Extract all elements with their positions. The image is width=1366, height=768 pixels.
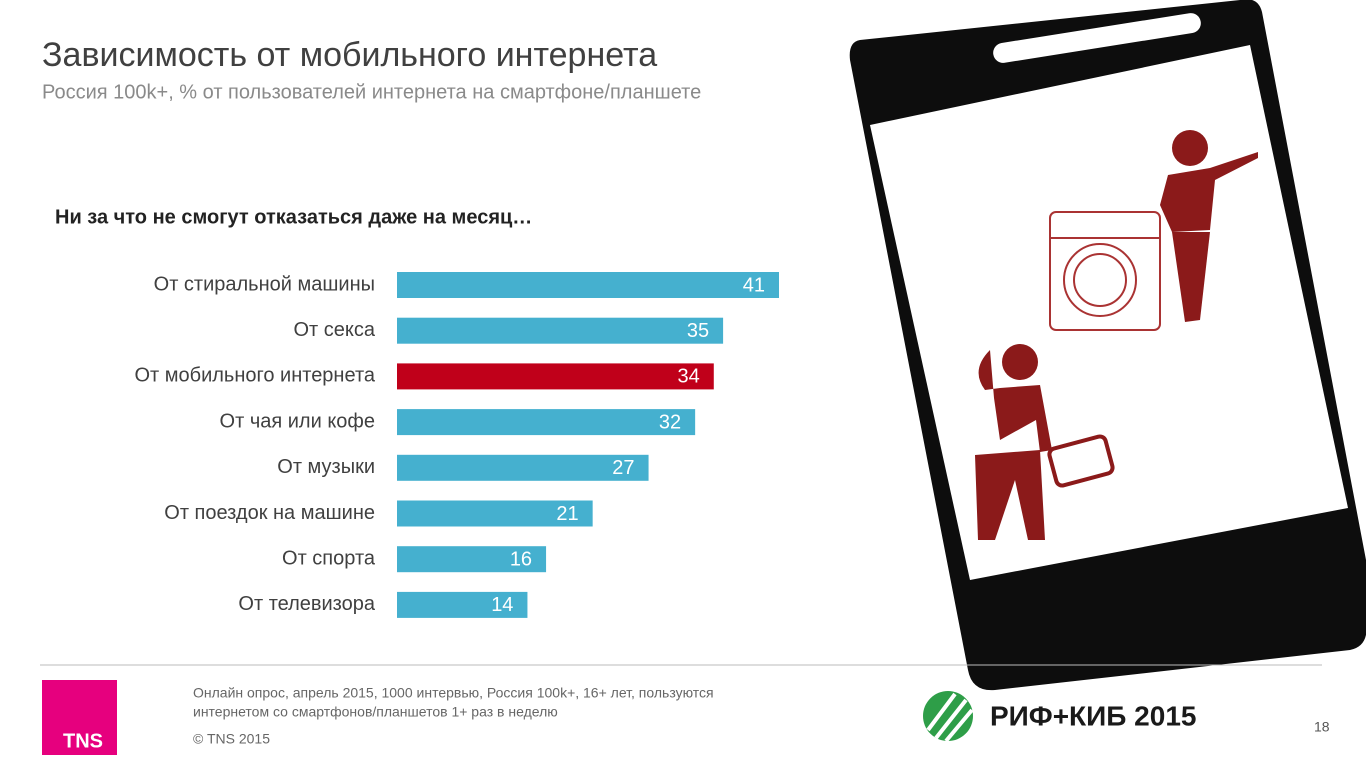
bar [397,500,593,527]
value-label: 21 [556,503,578,525]
phone-speaker [993,13,1201,63]
bar [397,546,547,573]
value-label: 16 [510,548,532,570]
value-label: 14 [491,594,513,616]
footnote: Онлайн опрос, апрель 2015, 1000 интервью… [193,685,714,701]
category-label: От стиральной машины [154,273,375,295]
copyright: © TNS 2015 [193,731,270,747]
category-label: От музыки [277,456,375,478]
page-number: 18 [1314,719,1330,735]
figures [975,130,1258,540]
value-label: 27 [612,457,634,479]
category-label: От поездок на машине [164,502,375,524]
phone-screen [870,45,1348,580]
value-label: 32 [659,411,681,433]
category-label: От спорта [282,547,376,569]
rif-logo [923,691,974,743]
category-label: От чая или кофе [220,410,375,432]
bar-chart: От стиральной машины 41 От секса 35 От мобил… [134,272,779,618]
bar [397,363,714,390]
bar [397,454,649,481]
category-label: От мобильного интернета [134,365,375,387]
bar [397,272,779,298]
event-logo-text: РИФ+КИБ 2015 [990,700,1196,731]
bar [397,409,696,436]
tns-logo [42,680,117,755]
footnote: интернетом со смартфонов/планшетов 1+ ра… [193,704,558,720]
category-label: От телевизора [238,593,375,615]
value-label: 34 [678,366,700,388]
title: Зависимость от мобильного интернета [42,36,657,74]
category-label: От секса [294,319,376,341]
value-label: 41 [743,274,765,296]
value-label: 35 [687,320,709,342]
tns-logo-text: TNS [63,730,103,752]
washing-machine [1049,211,1161,331]
chart-title: Ни за что не смогут отказаться даже на м… [55,206,532,228]
bar [397,317,724,344]
subtitle: Россия 100k+, % от пользователей интерне… [42,81,701,103]
phone-illustration [849,0,1366,691]
bar [397,591,528,618]
